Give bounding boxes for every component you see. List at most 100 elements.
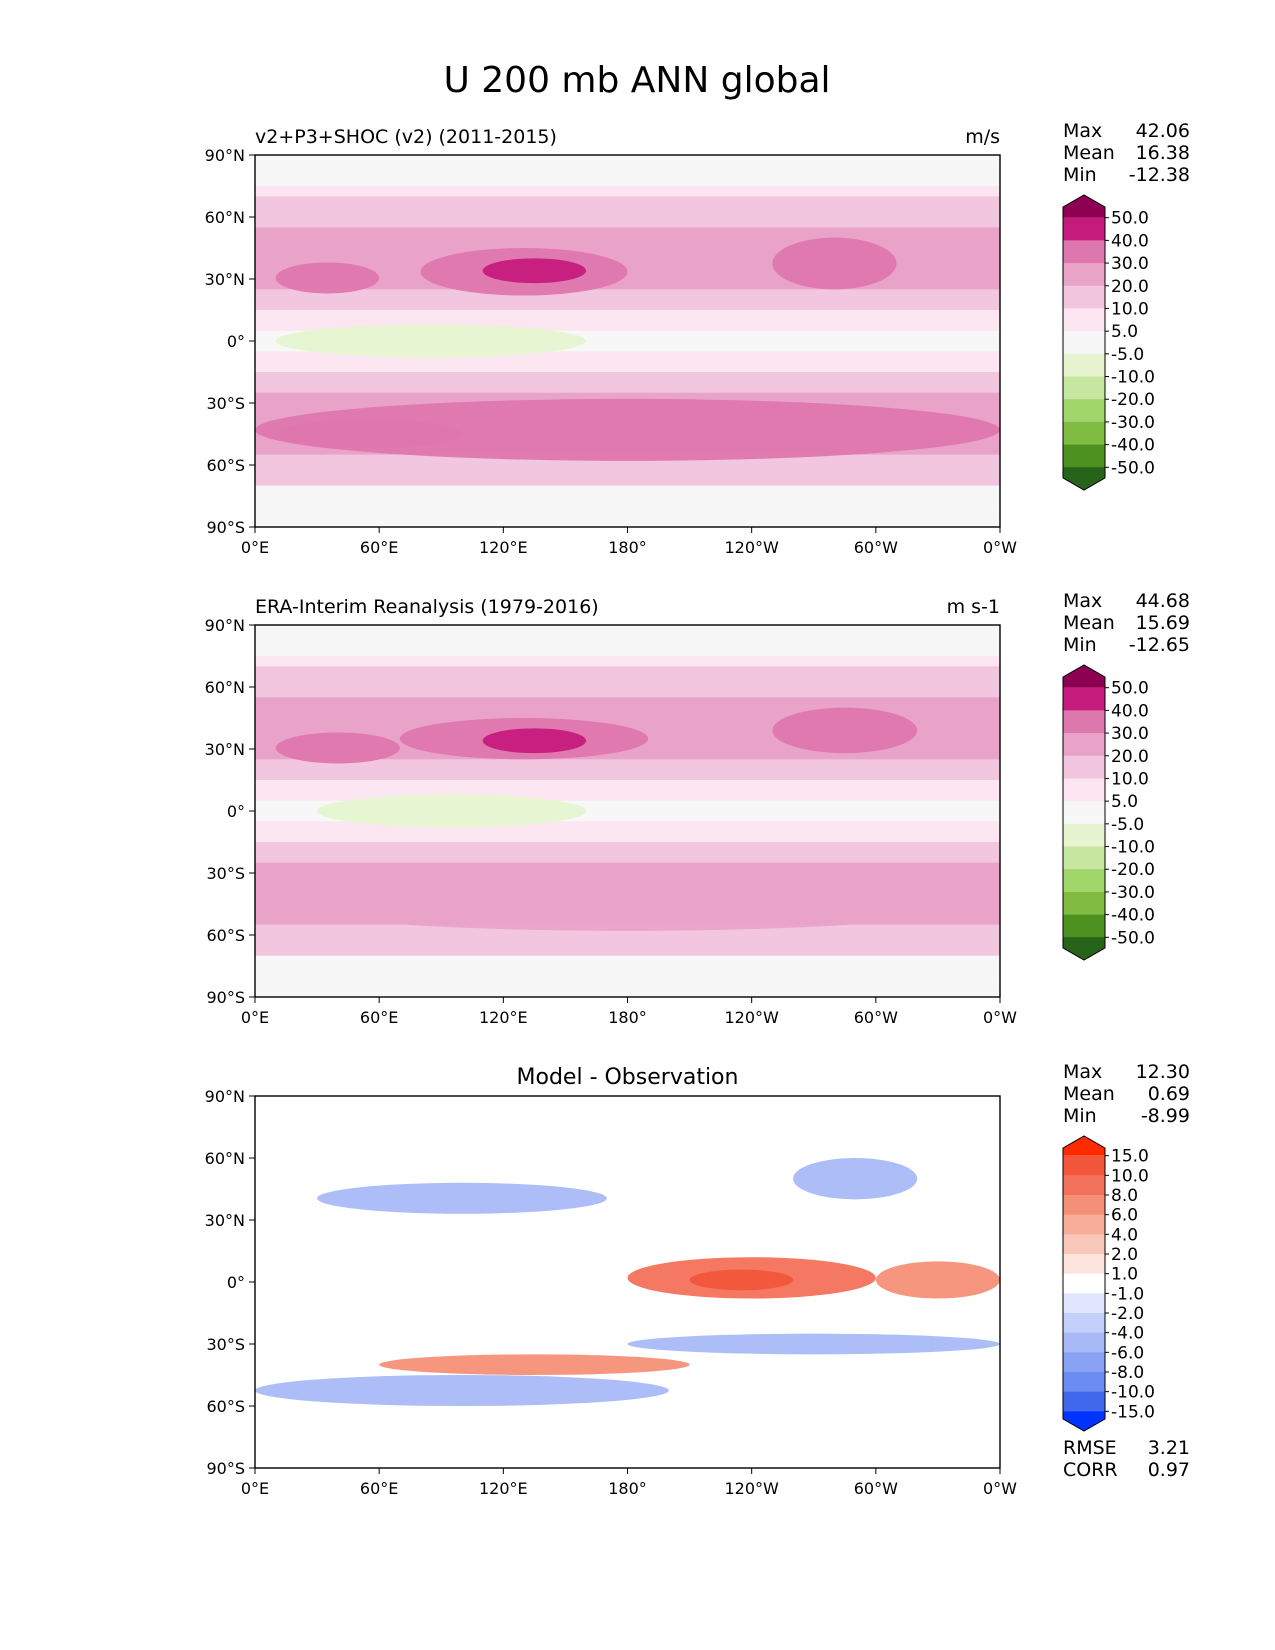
field-band — [255, 986, 1000, 998]
colorbar-swatch — [1063, 869, 1105, 893]
field-band — [255, 1426, 1000, 1438]
colorbar-label: -10.0 — [1111, 838, 1155, 858]
x-tick-label: 120°E — [479, 1479, 528, 1498]
field-band — [255, 1447, 1000, 1459]
colorbar-swatch — [1063, 1175, 1105, 1196]
field-band — [255, 248, 1000, 259]
colorbar-label: -15.0 — [1111, 1402, 1155, 1422]
colorbar-swatch — [1063, 285, 1105, 309]
field-band — [255, 1168, 1000, 1180]
colorbar-swatch — [1063, 778, 1105, 802]
field-band — [255, 516, 1000, 528]
colorbar-swatch — [1063, 1273, 1105, 1294]
field-band — [255, 1116, 1000, 1128]
stat-value: -12.38 — [1129, 164, 1190, 186]
extra-stat-label: CORR — [1063, 1459, 1118, 1481]
colorbar-label: 30.0 — [1111, 724, 1149, 744]
colorbar-swatch — [1063, 376, 1105, 400]
colorbar-swatch — [1063, 687, 1105, 711]
stat-label: Max — [1063, 120, 1102, 142]
y-tick-label: 30°S — [206, 1335, 245, 1354]
field-band — [255, 310, 1000, 321]
field-band — [255, 299, 1000, 311]
field-band — [255, 341, 1000, 352]
field-band — [255, 1137, 1000, 1149]
stat-label: Min — [1063, 1105, 1097, 1127]
colorbar-label: -50.0 — [1111, 458, 1155, 478]
field-feature — [772, 707, 918, 754]
panels-container: 0°E 60°E 120°E 180° 120°W 60°W 0°W 90°N 60°N 30°N… — [205, 120, 1190, 1498]
x-tick-label: 120°W — [724, 1479, 779, 1498]
field-band — [255, 320, 1000, 332]
field-band — [255, 1106, 1000, 1118]
field-feature — [379, 1354, 690, 1375]
colorbar-swatch — [1063, 710, 1105, 734]
field-band — [255, 749, 1000, 760]
field-band — [255, 1302, 1000, 1314]
field-band — [255, 676, 1000, 688]
y-tick-label: 0° — [227, 1273, 245, 1292]
field-band — [255, 372, 1000, 383]
colorbar-outline — [1062, 664, 1106, 961]
colorbar-swatch — [1063, 755, 1105, 779]
field-feature — [275, 262, 380, 294]
colorbar-swatch — [1063, 1214, 1105, 1235]
colorbar-label: -10.0 — [1111, 1383, 1155, 1403]
colorbar-label: 10.0 — [1111, 1166, 1149, 1186]
colorbar-label: -5.0 — [1111, 815, 1144, 835]
field-band — [255, 955, 1000, 967]
field-band — [255, 351, 1000, 363]
x-tick-label: 120°E — [479, 1008, 528, 1027]
colorbar-swatch — [1063, 1313, 1105, 1334]
field-feature — [772, 237, 897, 290]
field-band — [255, 666, 1000, 678]
y-tick-label: 30°S — [206, 864, 245, 883]
colorbar-label: 50.0 — [1111, 679, 1149, 699]
y-tick-label: 60°N — [205, 1149, 245, 1168]
colorbar-label: -4.0 — [1111, 1324, 1144, 1344]
field-bands — [255, 1096, 1000, 1469]
field-band — [255, 1209, 1000, 1221]
field-band — [255, 496, 1000, 507]
colorbar-swatch — [1063, 240, 1105, 264]
panel-difference: 0°E 60°E 120°E 180° 120°W 60°W 0°W 90°N 60°N 30°N… — [205, 1061, 1190, 1498]
colorbar-swatch — [1063, 801, 1105, 825]
field-band — [255, 1437, 1000, 1448]
y-tick-label: 0° — [227, 802, 245, 821]
stat-value: 44.68 — [1136, 590, 1190, 612]
field-feature — [689, 1269, 794, 1291]
panel-units: m/s — [965, 126, 1000, 148]
field-band — [255, 1292, 1000, 1304]
stat-value: 0.69 — [1148, 1083, 1190, 1105]
colorbar-label: 5.0 — [1111, 322, 1138, 342]
field-band — [255, 1406, 1000, 1417]
x-tick-label: 0°W — [983, 1479, 1017, 1498]
field-band — [255, 718, 1000, 729]
colorbar: 15.010.08.06.04.02.01.0-1.0-2.0-4.0-6.0-… — [1062, 1135, 1155, 1432]
field-band — [255, 186, 1000, 197]
colorbar-swatch — [1063, 399, 1105, 423]
stat-value: -12.65 — [1129, 634, 1190, 656]
field-band — [255, 217, 1000, 228]
colorbar-swatch — [1063, 444, 1105, 468]
colorbar-swatch — [1063, 823, 1105, 848]
field-band — [255, 1220, 1000, 1231]
colorbar-swatch — [1063, 891, 1105, 916]
x-tick-label: 180° — [608, 1479, 647, 1498]
colorbar-swatch — [1063, 1234, 1105, 1255]
x-tick-label: 0°E — [241, 1008, 269, 1027]
field-band — [255, 759, 1000, 771]
colorbar-label: -30.0 — [1111, 413, 1155, 433]
colorbar-label: 8.0 — [1111, 1186, 1138, 1206]
panel-title: v2+P3+SHOC (v2) (2011-2015) — [255, 126, 557, 148]
field-band — [255, 707, 1000, 719]
field-band — [255, 842, 1000, 853]
colorbar-label: -6.0 — [1111, 1343, 1144, 1363]
field-band — [255, 506, 1000, 518]
field-band — [255, 1333, 1000, 1345]
field-feature — [317, 794, 587, 828]
colorbar-swatch — [1063, 421, 1105, 446]
field-band — [255, 790, 1000, 802]
field-band — [255, 862, 1000, 874]
colorbar-label: -5.0 — [1111, 345, 1144, 365]
